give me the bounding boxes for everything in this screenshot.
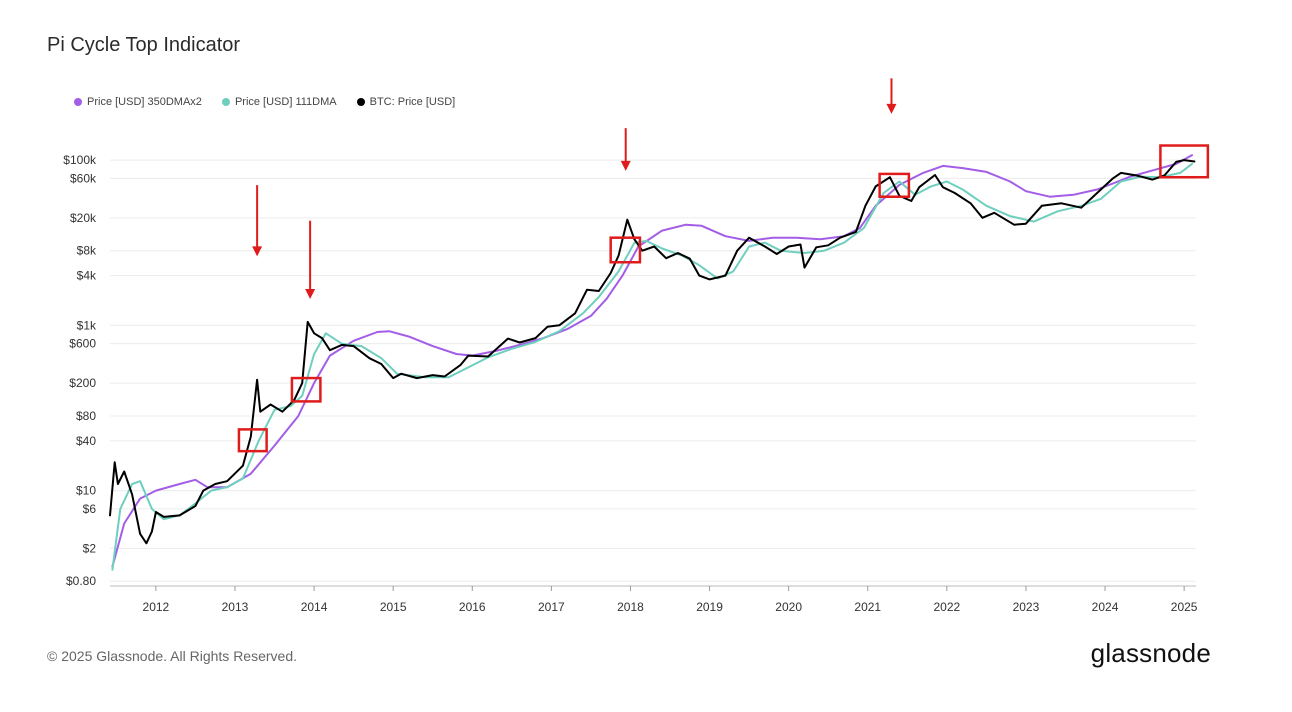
y-tick-label: $1k — [77, 318, 97, 332]
y-tick-label: $8k — [77, 244, 97, 258]
x-tick-label: 2012 — [143, 600, 170, 614]
top-arrow-head-1 — [252, 246, 263, 257]
x-tick-label: 2014 — [301, 600, 328, 614]
crossover-highlight-box-5 — [1159, 144, 1210, 179]
legend-item-btc-price[interactable]: BTC: Price [USD] — [356, 96, 456, 108]
y-tick-label: $200 — [69, 376, 96, 390]
legend-item-111dma[interactable]: Price [USD] 111DMA — [221, 96, 337, 108]
legend: Price [USD] 350DMAx2 Price [USD] 111DMA … — [74, 96, 455, 108]
crossover-highlight-box-4 — [878, 172, 911, 198]
y-tick-label: $600 — [69, 337, 96, 351]
y-tick-label: $10 — [76, 484, 96, 498]
crossover-highlight-box-1 — [237, 428, 268, 453]
y-tick-label: $60k — [70, 171, 97, 185]
y-tick-label: $0.80 — [66, 574, 96, 588]
legend-label-btc-price: BTC: Price [USD] — [369, 96, 456, 108]
x-tick-label: 2018 — [617, 600, 644, 614]
top-arrow-head-4 — [886, 103, 897, 114]
x-tick-label: 2017 — [538, 600, 565, 614]
legend-dot-350dma — [74, 98, 82, 106]
y-tick-label: $2 — [83, 541, 97, 555]
series-350dma-line — [111, 154, 1193, 568]
y-tick-label: $4k — [77, 269, 97, 283]
y-tick-label: $40 — [76, 434, 96, 448]
glassnode-logo: glassnode — [1090, 638, 1211, 668]
legend-item-350dma[interactable]: Price [USD] 350DMAx2 — [74, 96, 202, 108]
legend-label-111dma: Price [USD] 111DMA — [234, 96, 337, 108]
top-arrow-head-2 — [305, 289, 316, 300]
crossover-highlight-box-2 — [290, 376, 322, 403]
y-tick-label: $80 — [76, 409, 96, 423]
x-tick-label: 2022 — [933, 600, 960, 614]
y-tick-label: $100k — [63, 153, 97, 167]
x-tick-label: 2019 — [696, 600, 723, 614]
crossover-highlight-box-3 — [609, 236, 642, 264]
x-tick-label: 2020 — [775, 600, 802, 614]
x-tick-label: 2025 — [1171, 600, 1198, 614]
y-tick-label: $6 — [83, 502, 97, 516]
page-title: Pi Cycle Top Indicator — [47, 34, 241, 56]
series-111dma-line — [111, 162, 1193, 571]
series-btc-price-line — [109, 159, 1196, 545]
copyright-footer: © 2025 Glassnode. All Rights Reserved. — [47, 648, 298, 664]
legend-dot-btc-price — [356, 98, 365, 106]
top-arrow-head-3 — [620, 160, 631, 171]
x-tick-label: 2021 — [854, 600, 881, 614]
x-tick-label: 2013 — [222, 600, 249, 614]
x-tick-label: 2024 — [1092, 600, 1119, 614]
x-tick-label: 2015 — [380, 600, 407, 614]
x-tick-label: 2023 — [1013, 600, 1040, 614]
legend-label-350dma: Price [USD] 350DMAx2 — [87, 96, 202, 108]
x-tick-label: 2016 — [459, 600, 486, 614]
legend-dot-111dma — [221, 98, 230, 106]
y-tick-label: $20k — [70, 211, 97, 225]
